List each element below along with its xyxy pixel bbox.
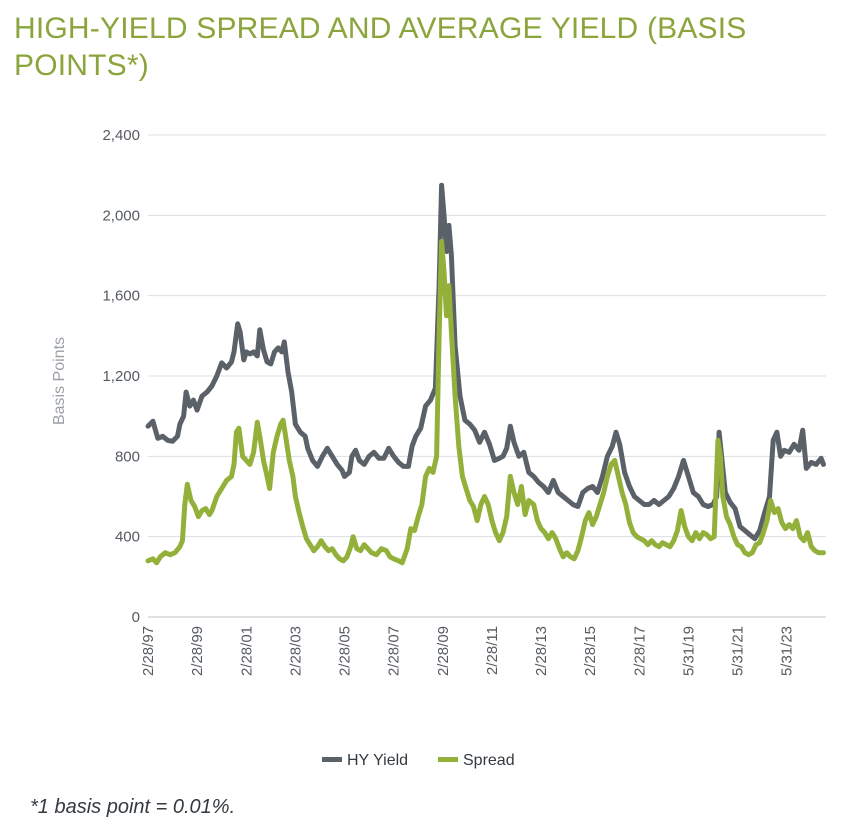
series-lines bbox=[145, 182, 826, 566]
x-tick-label: 2/28/13 bbox=[533, 626, 550, 676]
y-tick-label: 0 bbox=[132, 609, 140, 626]
y-tick-label: 1,600 bbox=[102, 288, 140, 305]
x-tick-label: 2/28/15 bbox=[582, 626, 599, 676]
x-tick-label: 2/28/05 bbox=[337, 626, 354, 676]
x-tick-label: 5/31/21 bbox=[730, 626, 747, 676]
legend-label-hy-yield: HY Yield bbox=[347, 752, 408, 769]
x-tick-label: 2/28/99 bbox=[189, 626, 206, 676]
legend-swatch-hy-yield bbox=[322, 757, 342, 762]
y-tick-label: 800 bbox=[115, 448, 140, 465]
x-tick-label: 5/31/23 bbox=[779, 626, 796, 676]
x-tick-label: 5/31/19 bbox=[680, 626, 697, 676]
chart-title: HIGH-YIELD SPREAD AND AVERAGE YIELD (BAS… bbox=[14, 12, 747, 82]
y-axis-ticks: 0 400 800 1,200 1,600 2,000 2,400 bbox=[102, 127, 140, 626]
series-line-spread bbox=[145, 238, 826, 566]
gridlines bbox=[148, 134, 826, 618]
legend: HY Yield Spread bbox=[322, 752, 515, 769]
y-tick-label: 2,000 bbox=[102, 207, 140, 224]
y-tick-label: 400 bbox=[115, 529, 140, 546]
legend-label-spread: Spread bbox=[463, 752, 515, 769]
x-tick-label: 2/28/07 bbox=[386, 626, 403, 676]
y-tick-label: 2,400 bbox=[102, 127, 140, 144]
x-tick-label: 2/28/01 bbox=[238, 626, 255, 676]
x-tick-label: 2/28/09 bbox=[435, 626, 452, 676]
x-tick-label: 2/28/17 bbox=[631, 626, 648, 676]
x-tick-label: 2/28/03 bbox=[287, 626, 304, 676]
footnote: *1 basis point = 0.01%. bbox=[30, 796, 236, 818]
x-tick-label: 2/28/97 bbox=[140, 626, 157, 676]
y-tick-label: 1,200 bbox=[102, 368, 140, 385]
legend-swatch-spread bbox=[438, 757, 458, 762]
x-tick-label: 2/28/11 bbox=[484, 626, 501, 675]
y-axis-label: Basis Points bbox=[51, 337, 68, 425]
x-axis-ticks: 2/28/97 2/28/99 2/28/01 2/28/03 2/28/05 2/28/… bbox=[140, 626, 796, 676]
